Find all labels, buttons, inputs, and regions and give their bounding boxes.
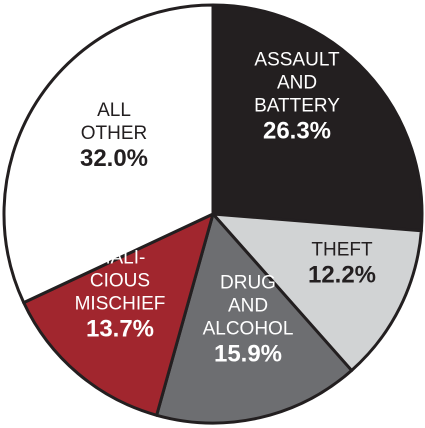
pie-slice-2 <box>155 212 354 425</box>
slice-value-label: 26.3% <box>263 117 331 144</box>
slice-label-line: ALL <box>97 100 131 121</box>
slice-label-line: OTHER <box>81 123 148 144</box>
slice-label-line: MALI- <box>95 247 146 268</box>
pie-slice-3 <box>22 212 215 417</box>
pie-slice-0 <box>211 3 424 233</box>
slice-label-line: DRUG <box>220 272 276 293</box>
slice-value-label: 12.2% <box>308 261 376 288</box>
pie-labels: ASSAULTANDBATTERY26.3%THEFT12.2%DRUGANDA… <box>75 49 376 367</box>
pie-slice-1 <box>211 212 423 372</box>
pie-slices <box>2 3 424 425</box>
slice-value-label: 13.7% <box>86 315 154 342</box>
slice-label-line: AND <box>277 72 317 93</box>
slice-value-label: 15.9% <box>214 340 282 367</box>
slice-value-label: 32.0% <box>80 145 148 172</box>
slice-label-line: BATTERY <box>254 95 340 116</box>
slice-label-line: MISCHIEF <box>75 293 166 314</box>
slice-label-line: ASSAULT <box>254 49 340 70</box>
pie-slice-4 <box>2 3 215 305</box>
slice-label-line: CIOUS <box>90 270 150 291</box>
slice-label-line: ALCOHOL <box>203 318 294 339</box>
slice-label-line: AND <box>228 295 268 316</box>
slice-label-line: THEFT <box>311 239 373 260</box>
